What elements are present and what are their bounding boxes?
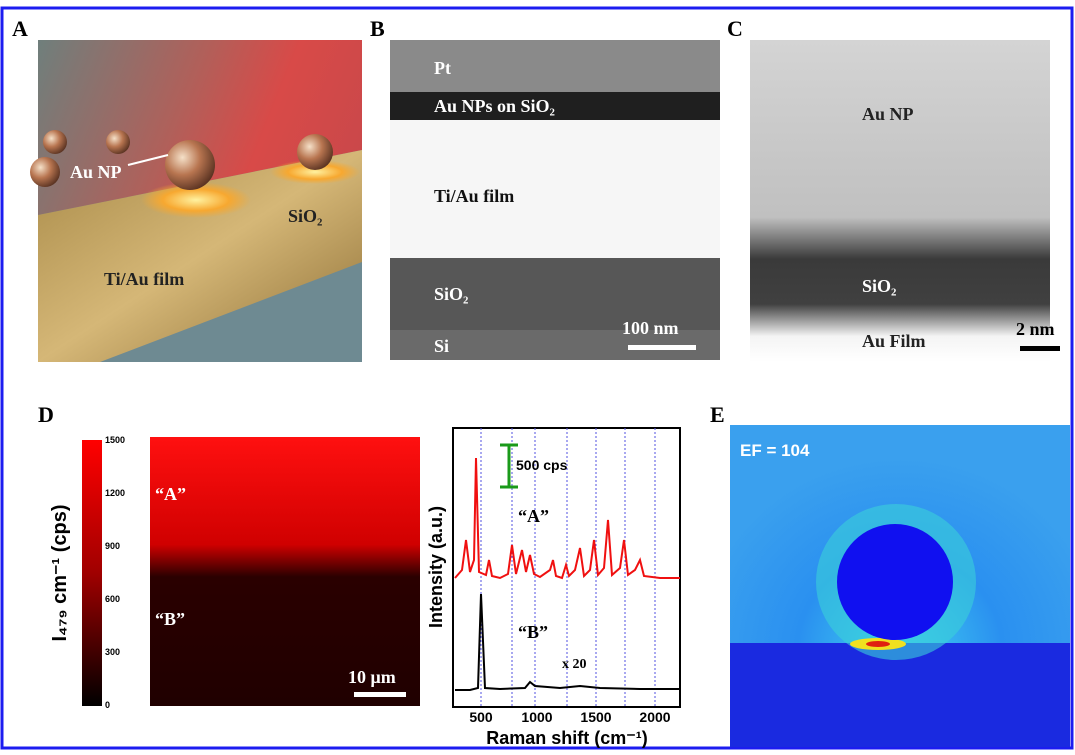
x-tick-label: 1000: [521, 709, 552, 725]
annotation: Au NPs on SiO₂: [434, 96, 555, 116]
annotation: Au NP: [70, 162, 122, 182]
panel-b: B Pt Au NPs on SiO₂ Ti/Au film SiO₂ Si 1…: [370, 16, 720, 360]
panel-label: D: [38, 402, 54, 427]
scale-bar: [1020, 346, 1060, 351]
scale-bar: [354, 692, 406, 697]
panel-label: B: [370, 16, 385, 41]
x-tick-label: 500: [469, 709, 493, 725]
colorbar-ticks: 1500 1200 900 600 300 0: [105, 435, 125, 710]
scale-label: 100 nm: [622, 318, 679, 338]
annotation: Au Film: [862, 331, 926, 351]
colorbar-tick: 0: [105, 700, 110, 710]
nanoparticle: [297, 134, 333, 170]
region-label: “B”: [155, 609, 185, 629]
annotation: SiO₂: [862, 276, 896, 296]
colorbar-label: I₄₇₉ cm⁻¹ (cps): [49, 504, 71, 641]
colorbar-tick: 1500: [105, 435, 125, 445]
panel-d: D I₄₇₉ cm⁻¹ (cps) 1500 1200 900 600 300 …: [38, 402, 680, 748]
y-axis-label: Intensity (a.u.): [426, 506, 446, 628]
colorbar-tick: 1200: [105, 488, 125, 498]
scale-label: 2 nm: [1016, 319, 1055, 339]
panel-label: A: [12, 16, 28, 41]
colorbar-tick: 900: [105, 541, 120, 551]
tem-image: [750, 40, 1050, 362]
scale-bar: [628, 345, 696, 350]
annotation: SiO₂: [288, 206, 322, 226]
annotation: Ti/Au film: [434, 186, 514, 206]
curve-label: “A”: [518, 506, 549, 526]
scale-label: 500 cps: [516, 457, 568, 473]
x-axis-label: Raman shift (cm⁻¹): [486, 728, 648, 748]
annotation: EF = 104: [740, 441, 810, 460]
page: Figure {"panels":{ "a":{"label":"A","ann…: [0, 0, 1075, 750]
nanoparticle: [106, 130, 130, 154]
region-label: “A”: [155, 484, 186, 504]
body: A Au NP SiO₂ Ti/Au film B Pt Au NPs on S…: [0, 0, 1075, 750]
x-tick-label: 2000: [639, 709, 670, 725]
x-ticks: 500 1000 1500 2000: [469, 709, 670, 725]
particle: [837, 524, 953, 640]
raman-map: [150, 437, 420, 706]
hotspot-core: [866, 641, 890, 647]
annotation: Ti/Au film: [104, 269, 184, 289]
colorbar: [82, 440, 102, 706]
multiplier-label: x 20: [562, 657, 587, 672]
annotation: Si: [434, 336, 449, 356]
x-tick-label: 1500: [580, 709, 611, 725]
scale-label: 10 μm: [348, 667, 396, 687]
annotation: SiO₂: [434, 284, 468, 304]
colorbar-tick: 600: [105, 594, 120, 604]
annotation: Pt: [434, 58, 451, 78]
panel-label: C: [727, 16, 743, 41]
curve-label: “B”: [518, 622, 548, 642]
panel-c: C Au NP SiO₂ Au Film 2 nm: [727, 16, 1060, 362]
nanoparticle: [30, 157, 60, 187]
panel-a: A Au NP SiO₂ Ti/Au film: [12, 16, 362, 362]
panel-e: E EF = 104: [710, 402, 1070, 747]
nanoparticle: [43, 130, 67, 154]
colorbar-tick: 300: [105, 647, 120, 657]
nanoparticle: [165, 140, 215, 190]
annotation: Au NP: [862, 104, 914, 124]
panel-label: E: [710, 402, 725, 427]
figure: A Au NP SiO₂ Ti/Au film B Pt Au NPs on S…: [0, 0, 1075, 750]
